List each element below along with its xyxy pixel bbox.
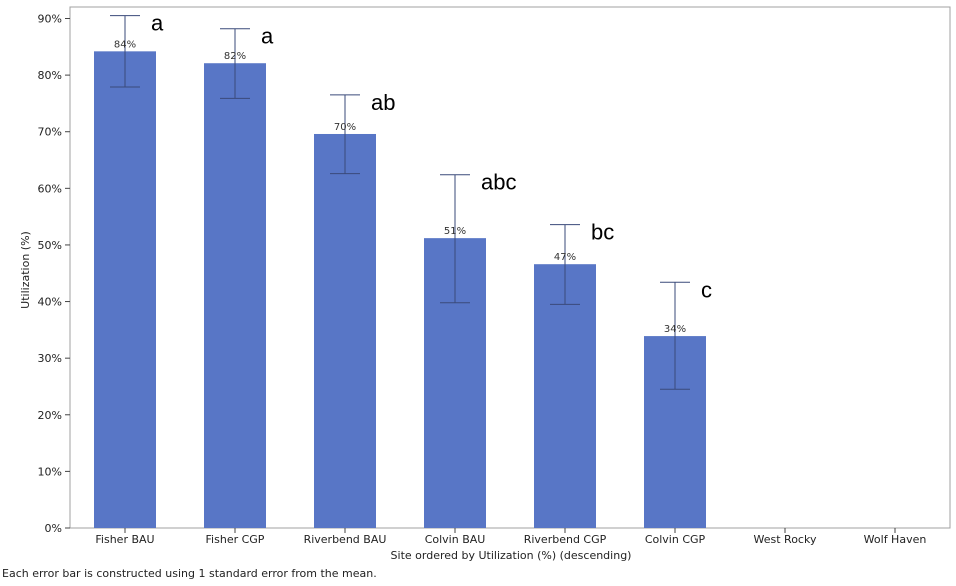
bar-value-label: 70% [334,122,356,133]
significance-letter: c [701,277,712,302]
plot-frame [69,6,951,529]
y-tick-label: 90% [38,13,62,26]
x-tick-label: Riverbend CGP [524,533,607,546]
bar [94,51,156,529]
y-tick-label: 50% [38,239,62,252]
y-tick-label: 60% [38,182,62,195]
y-tick-label: 40% [38,296,62,309]
bar-value-label: 34% [664,324,686,335]
x-axis-label: Site ordered by Utilization (%) (descend… [391,549,632,562]
x-tick-label: Fisher CGP [206,533,265,546]
x-tick-label: Wolf Haven [864,533,927,546]
bar-value-label: 82% [224,51,246,62]
bar [314,133,376,528]
bar [204,63,266,528]
significance-letter: a [261,24,274,49]
x-tick-label: Colvin CGP [645,533,706,546]
y-tick-label: 30% [38,352,62,365]
y-tick-label: 80% [38,69,62,82]
y-axis: 0% 10% 20% 30% 40% 50% 60% 70% 80% 90% [38,13,70,535]
bars-group: 84% a 82% a 70% ab 51% abc 47% bc 34% c [94,11,712,529]
y-axis-label: Utilization (%) [19,231,32,309]
bar-value-label: 84% [114,39,136,50]
bar [534,264,596,528]
y-tick-label: 0% [45,522,62,535]
x-tick-label: Riverbend BAU [304,533,387,546]
y-tick-label: 70% [38,126,62,139]
significance-letter: a [151,11,164,36]
significance-letter: ab [371,90,395,115]
y-tick-label: 10% [38,465,62,478]
significance-letter: abc [481,170,516,195]
y-tick-label: 20% [38,409,62,422]
x-tick-label: West Rocky [754,533,817,546]
x-tick-label: Fisher BAU [95,533,154,546]
x-tick-label: Colvin BAU [425,533,486,546]
error-bar-footnote: Each error bar is constructed using 1 st… [2,567,377,580]
bar-value-label: 47% [554,252,576,263]
significance-letter: bc [591,220,614,245]
bar-value-label: 51% [444,226,466,237]
x-axis: Fisher BAU Fisher CGP Riverbend BAU Colvin … [95,528,926,546]
